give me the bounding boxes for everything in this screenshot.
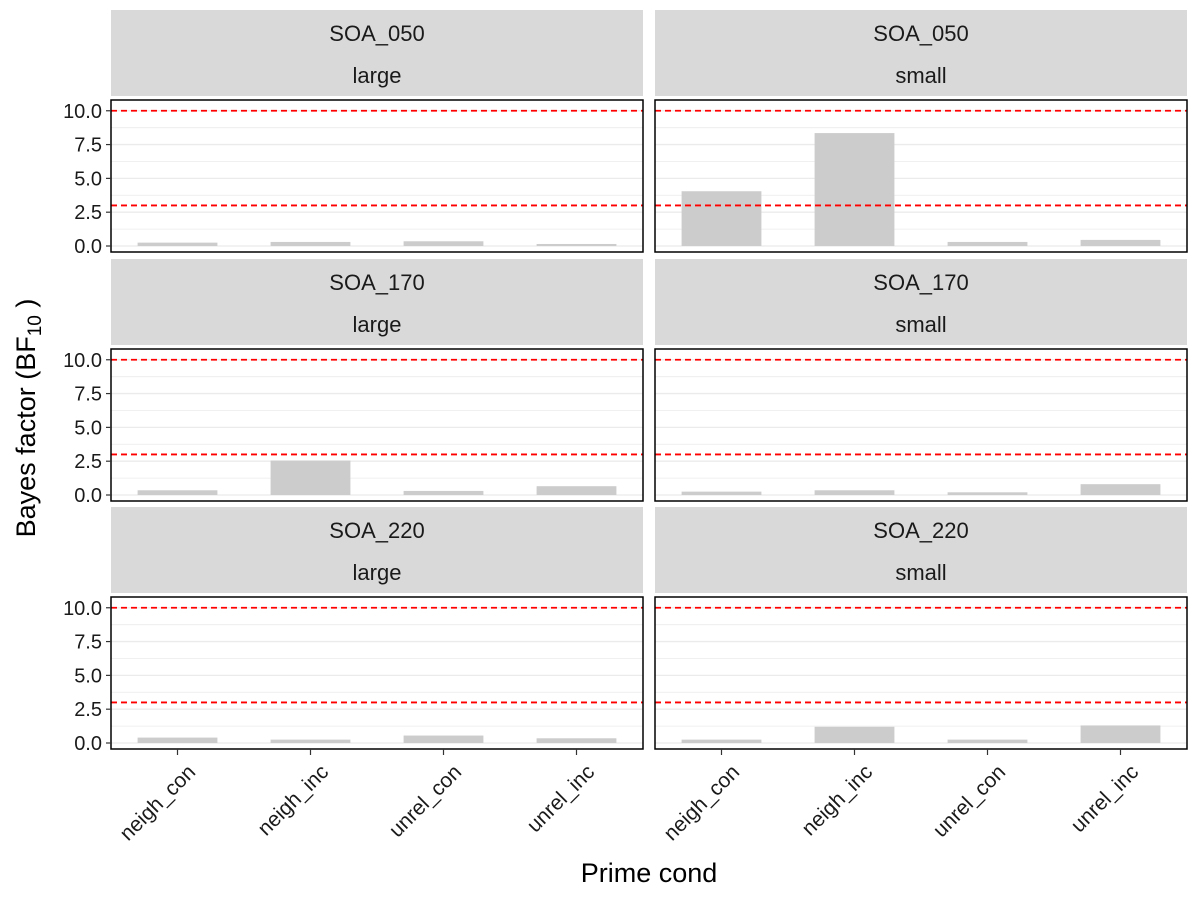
y-tick-label: 2.5 — [74, 202, 102, 224]
facet-row-label: SOA_220 — [329, 518, 424, 543]
bar-neigh_inc — [270, 460, 351, 495]
x-tick-label: neigh_con — [115, 760, 200, 845]
bar-neigh_con — [681, 739, 762, 743]
facet-col-label: large — [353, 560, 402, 585]
bar-unrel_inc — [536, 243, 617, 246]
panel-border — [110, 348, 644, 502]
bar-neigh_inc — [814, 133, 895, 246]
panel-border — [654, 99, 1188, 253]
y-axis-title-subscript: 10 — [25, 315, 46, 336]
y-tick-label: 5.0 — [74, 417, 102, 439]
facet-strip — [655, 10, 1187, 96]
bar-neigh_inc — [270, 241, 351, 246]
bar-unrel_inc — [1080, 484, 1161, 495]
bar-neigh_con — [681, 491, 762, 495]
y-axis-title-end: ) — [11, 299, 41, 316]
facet-strip — [111, 10, 643, 96]
y-tick-label: 2.5 — [74, 451, 102, 473]
y-tick-label: 10.0 — [63, 101, 102, 123]
x-tick-label: neigh_inc — [253, 760, 333, 840]
facet-col-label: large — [353, 63, 402, 88]
facet-col-label: large — [353, 312, 402, 337]
y-tick-label: 2.5 — [74, 699, 102, 721]
panel-border — [654, 348, 1188, 502]
x-tick-label: unrel_con — [385, 760, 466, 841]
x-tick-label: unrel_inc — [1067, 760, 1144, 837]
bar-unrel_inc — [1080, 725, 1161, 743]
bar-unrel_inc — [536, 738, 617, 743]
facet-col-label: small — [895, 63, 946, 88]
panel-border — [654, 596, 1188, 750]
facet-strip — [111, 507, 643, 593]
y-tick-label: 7.5 — [74, 632, 102, 654]
facet-strip — [655, 259, 1187, 345]
x-tick-label: unrel_con — [929, 760, 1010, 841]
x-tick-label: unrel_inc — [523, 760, 600, 837]
bar-unrel_con — [947, 241, 1028, 246]
bar-neigh_inc — [814, 490, 895, 495]
y-tick-label: 5.0 — [74, 665, 102, 687]
y-tick-label: 0.0 — [74, 733, 102, 755]
facet-strip — [655, 507, 1187, 593]
facet-col-label: small — [895, 312, 946, 337]
y-tick-label: 7.5 — [74, 135, 102, 157]
facet-row-label: SOA_170 — [329, 270, 424, 295]
bar-unrel_con — [947, 739, 1028, 743]
bar-unrel_con — [403, 735, 484, 743]
y-axis-title-container — [10, 280, 40, 570]
x-tick-label: neigh_inc — [797, 760, 877, 840]
bar-neigh_inc — [814, 726, 895, 743]
x-tick-label: neigh_con — [659, 760, 744, 845]
bar-unrel_inc — [536, 486, 617, 495]
bar-unrel_con — [947, 492, 1028, 495]
bar-unrel_inc — [1080, 239, 1161, 246]
facet-row-label: SOA_220 — [873, 518, 968, 543]
panel-border — [110, 99, 644, 253]
facet-row-label: SOA_050 — [873, 21, 968, 46]
bar-neigh_con — [681, 191, 762, 246]
y-tick-label: 10.0 — [63, 598, 102, 620]
y-axis-title-main: Bayes factor (BF — [11, 336, 41, 537]
bar-unrel_con — [403, 241, 484, 246]
bar-neigh_con — [137, 490, 218, 495]
x-axis-title: Prime cond — [581, 858, 718, 888]
y-tick-label: 0.0 — [74, 236, 102, 258]
facet-row-label: SOA_170 — [873, 270, 968, 295]
bar-unrel_con — [403, 490, 484, 495]
y-tick-label: 0.0 — [74, 485, 102, 507]
facet-col-label: small — [895, 560, 946, 585]
bar-neigh_inc — [270, 739, 351, 743]
y-tick-label: 5.0 — [74, 168, 102, 190]
y-tick-label: 7.5 — [74, 384, 102, 406]
facet-row-label: SOA_050 — [329, 21, 424, 46]
bar-neigh_con — [137, 242, 218, 246]
panel-border — [110, 596, 644, 750]
y-tick-label: 10.0 — [63, 350, 102, 372]
facet-strip — [111, 259, 643, 345]
bar-neigh_con — [137, 737, 218, 743]
y-axis-title: Bayes factor (BF10 ) — [11, 299, 46, 538]
